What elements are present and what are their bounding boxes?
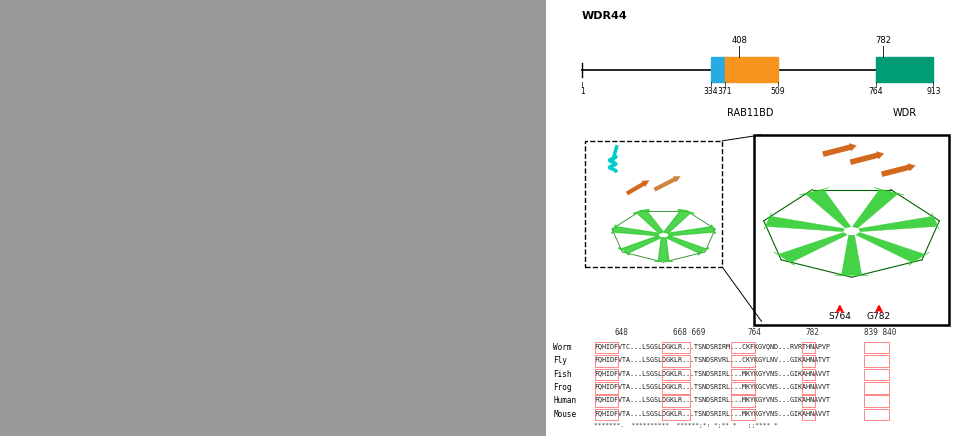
Text: Human: Human [553, 396, 576, 405]
Text: FQHIDFVTC...LSGSLDGKLR...TSNDSRIRM...CKFKGVQND...RVRTHNAPVP: FQHIDFVTC...LSGSLDGKLR...TSNDSRIRM...CKF… [595, 343, 831, 349]
FancyArrowPatch shape [626, 181, 650, 195]
Text: Fly: Fly [553, 356, 567, 365]
Bar [595, 395, 618, 407]
Bar [711, 57, 725, 82]
Bar [802, 395, 815, 407]
Text: 371: 371 [718, 87, 732, 96]
Bar [802, 409, 815, 420]
Bar [731, 342, 755, 354]
Bar [802, 368, 815, 380]
Text: 1: 1 [580, 87, 585, 96]
Text: Frog: Frog [553, 383, 571, 392]
Polygon shape [668, 225, 716, 235]
Text: WDR44: WDR44 [582, 11, 628, 21]
FancyArrowPatch shape [850, 151, 884, 165]
Text: FQHIDFVTA...LSGSLDGKLR...TSNDSRIRL...MKYKGCVNS...GIKAHNAVVT: FQHIDFVTA...LSGSLDGKLR...TSNDSRIRL...MKY… [595, 383, 831, 389]
Text: *******.  **********  ******;*: *;** *   ;;**** *: *******. ********** ******;*: *;** * ;;*… [595, 423, 778, 428]
Text: 782: 782 [806, 328, 819, 337]
Polygon shape [618, 236, 660, 255]
Bar [864, 382, 889, 394]
Polygon shape [859, 213, 939, 232]
Polygon shape [856, 232, 929, 265]
Bar [731, 382, 755, 394]
Bar [731, 409, 755, 420]
Bar [595, 368, 618, 380]
Bar [595, 355, 618, 367]
Polygon shape [853, 187, 904, 228]
Bar [802, 382, 815, 394]
Bar [662, 342, 690, 354]
Text: FQHIDFVTA...LSGSLDGKLR...TSNDSRIRL...MKYKGYVNS...GIKAHNAVVT: FQHIDFVTA...LSGSLDGKLR...TSNDSRIRL...MKY… [595, 370, 831, 376]
Text: 648: 648 [614, 328, 628, 337]
Bar [662, 409, 690, 420]
Text: FQHIDFVTA...LSGSLDGKLR...TSNDSRIRL...MKYKGYVNS...GIKAHNAVVT: FQHIDFVTA...LSGSLDGKLR...TSNDSRIRL...MKY… [595, 396, 831, 402]
Bar [753, 135, 950, 325]
Polygon shape [774, 232, 847, 265]
Bar [864, 342, 889, 354]
Text: RAB11BD: RAB11BD [726, 108, 773, 118]
Bar [662, 355, 690, 367]
Bar [585, 141, 722, 267]
Polygon shape [633, 210, 663, 233]
Bar [731, 355, 755, 367]
Text: 839 840: 839 840 [864, 328, 896, 337]
Text: 668 669: 668 669 [673, 328, 705, 337]
FancyArrowPatch shape [881, 163, 916, 177]
Text: 764: 764 [868, 87, 884, 96]
Bar [802, 342, 815, 354]
Bar [662, 368, 690, 380]
Bar [731, 368, 755, 380]
FancyArrowPatch shape [822, 143, 857, 157]
Bar [864, 395, 889, 407]
Bar [864, 368, 889, 380]
Text: G782: G782 [867, 312, 891, 321]
Bar [802, 355, 815, 367]
Bar [595, 382, 618, 394]
Text: WDR: WDR [893, 108, 917, 118]
Bar [864, 409, 889, 420]
Text: 764: 764 [747, 328, 762, 337]
Text: 334: 334 [703, 87, 718, 96]
Bar [731, 395, 755, 407]
Polygon shape [764, 213, 844, 232]
Bar [595, 342, 618, 354]
Bar [725, 57, 778, 82]
Polygon shape [800, 187, 851, 228]
Text: 509: 509 [771, 87, 785, 96]
Text: S764: S764 [829, 312, 851, 321]
Text: 782: 782 [875, 36, 891, 45]
Bar [662, 395, 690, 407]
Polygon shape [666, 236, 709, 255]
Text: FQHIDFVTA...LSGSLDGKLR...TSNDSRIRL...MKYKGYVNS...GIKAHNAVVT: FQHIDFVTA...LSGSLDGKLR...TSNDSRIRL...MKY… [595, 410, 831, 416]
Polygon shape [835, 235, 868, 275]
Bar [876, 57, 933, 82]
Bar [864, 355, 889, 367]
Polygon shape [612, 225, 659, 235]
Bar [595, 409, 618, 420]
Text: FQHIDFVTA...LSGSLDGKLR...TSNDSRVRL...CKYKGYLNV...GIKAHNATVT: FQHIDFVTA...LSGSLDGKLR...TSNDSRVRL...CKY… [595, 356, 831, 362]
Text: 408: 408 [731, 36, 747, 45]
Text: 913: 913 [926, 87, 941, 96]
Text: Mouse: Mouse [553, 410, 576, 419]
FancyArrowPatch shape [654, 176, 681, 191]
Text: Worm: Worm [553, 343, 571, 352]
Text: Fish: Fish [553, 370, 571, 379]
Polygon shape [664, 210, 693, 233]
Polygon shape [655, 238, 672, 261]
Bar [662, 382, 690, 394]
